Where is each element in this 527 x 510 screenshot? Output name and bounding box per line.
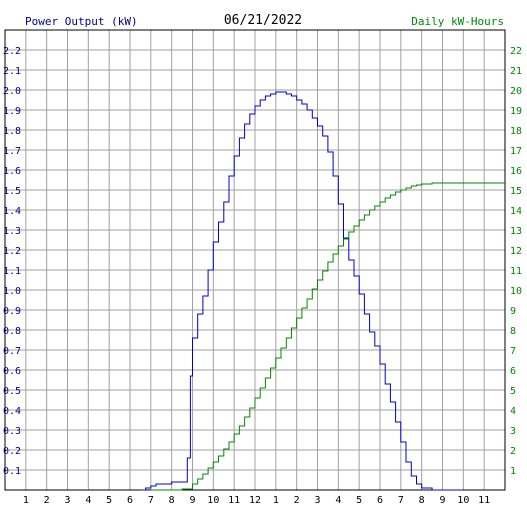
left-tick-label: 0.6 [3,366,21,377]
x-tick-label: 10 [207,495,219,506]
right-tick-label: 6 [510,366,516,377]
series-line-power-output [140,91,464,491]
x-tick-label: 8 [169,495,175,506]
left-tick-label: 2.0 [3,86,21,97]
x-tick-label: 6 [127,495,133,506]
right-tick-label: 20 [510,86,522,97]
left-axis-ticks: 0.1 0.2 0.3 0.4 0.5 0.6 0.7 0.8 0.9 1.0 1.1 1.2 1.3 1… [3,46,21,477]
x-tick-label: 9 [189,495,195,506]
x-tick-label: 6 [377,495,383,506]
x-tick-label: 1 [23,495,29,506]
right-tick-label: 18 [510,126,522,137]
right-tick-label: 14 [510,206,522,217]
left-tick-label: 0.1 [3,466,21,477]
left-tick-label: 0.2 [3,446,21,457]
left-tick-label: 1.8 [3,126,21,137]
left-tick-label: 1.6 [3,166,21,177]
x-tick-label: 3 [64,495,70,506]
right-tick-label: 1 [510,466,516,477]
x-tick-label: 9 [439,495,445,506]
left-tick-label: 1.3 [3,226,21,237]
x-tick-label: 7 [398,495,404,506]
left-tick-label: 2.1 [3,66,21,77]
series-line-daily-kwh [150,182,505,491]
right-tick-label: 4 [510,406,516,417]
right-tick-label: 15 [510,186,522,197]
x-tick-label: 2 [44,495,50,506]
right-tick-label: 13 [510,226,522,237]
right-tick-label: 3 [510,426,516,437]
left-tick-label: 1.0 [3,286,21,297]
x-tick-label: 2 [294,495,300,506]
right-tick-label: 5 [510,386,516,397]
left-tick-label: 1.7 [3,146,21,157]
left-tick-label: 1.5 [3,186,21,197]
right-tick-label: 11 [510,266,522,277]
right-tick-label: 10 [510,286,522,297]
left-tick-label: 1.9 [3,106,21,117]
left-tick-label: 0.3 [3,426,21,437]
plot-frame [4,29,506,491]
x-tick-label: 11 [228,495,240,506]
x-tick-label: 4 [335,495,341,506]
right-tick-label: 8 [510,326,516,337]
x-tick-label: 5 [106,495,112,506]
right-tick-label: 7 [510,346,516,357]
x-tick-label: 4 [85,495,91,506]
right-axis-label: Daily kW-Hours [411,15,504,28]
x-tick-label: 10 [457,495,469,506]
left-tick-label: 1.4 [3,206,21,217]
left-tick-label: 1.2 [3,246,21,257]
x-tick-label: 7 [148,495,154,506]
x-tick-label: 12 [249,495,261,506]
x-tick-label: 3 [314,495,320,506]
x-tick-label: 5 [356,495,362,506]
x-tick-label: 8 [419,495,425,506]
left-tick-label: 0.5 [3,386,21,397]
right-tick-label: 19 [510,106,522,117]
left-axis-label: Power Output (kW) [25,15,138,28]
left-tick-label: 1.1 [3,266,21,277]
right-tick-label: 2 [510,446,516,457]
left-tick-label: 2.2 [3,46,21,57]
chart-title: 06/21/2022 [224,13,302,28]
left-tick-label: 0.8 [3,326,21,337]
left-tick-label: 0.4 [3,406,21,417]
right-tick-label: 12 [510,246,522,257]
left-tick-label: 0.7 [3,346,21,357]
x-axis-ticks: 1 2 3 4 5 6 7 8 9 10 11 12 1 2 3 4 5 6 7 8 9 10 11 [23,495,490,506]
x-tick-label: 11 [478,495,490,506]
right-tick-label: 22 [510,46,522,57]
right-tick-label: 16 [510,166,522,177]
x-tick-label: 1 [273,495,279,506]
right-tick-label: 17 [510,146,522,157]
left-tick-label: 0.9 [3,306,21,317]
right-tick-label: 9 [510,306,516,317]
right-tick-label: 21 [510,66,522,77]
series-layer [140,91,505,491]
